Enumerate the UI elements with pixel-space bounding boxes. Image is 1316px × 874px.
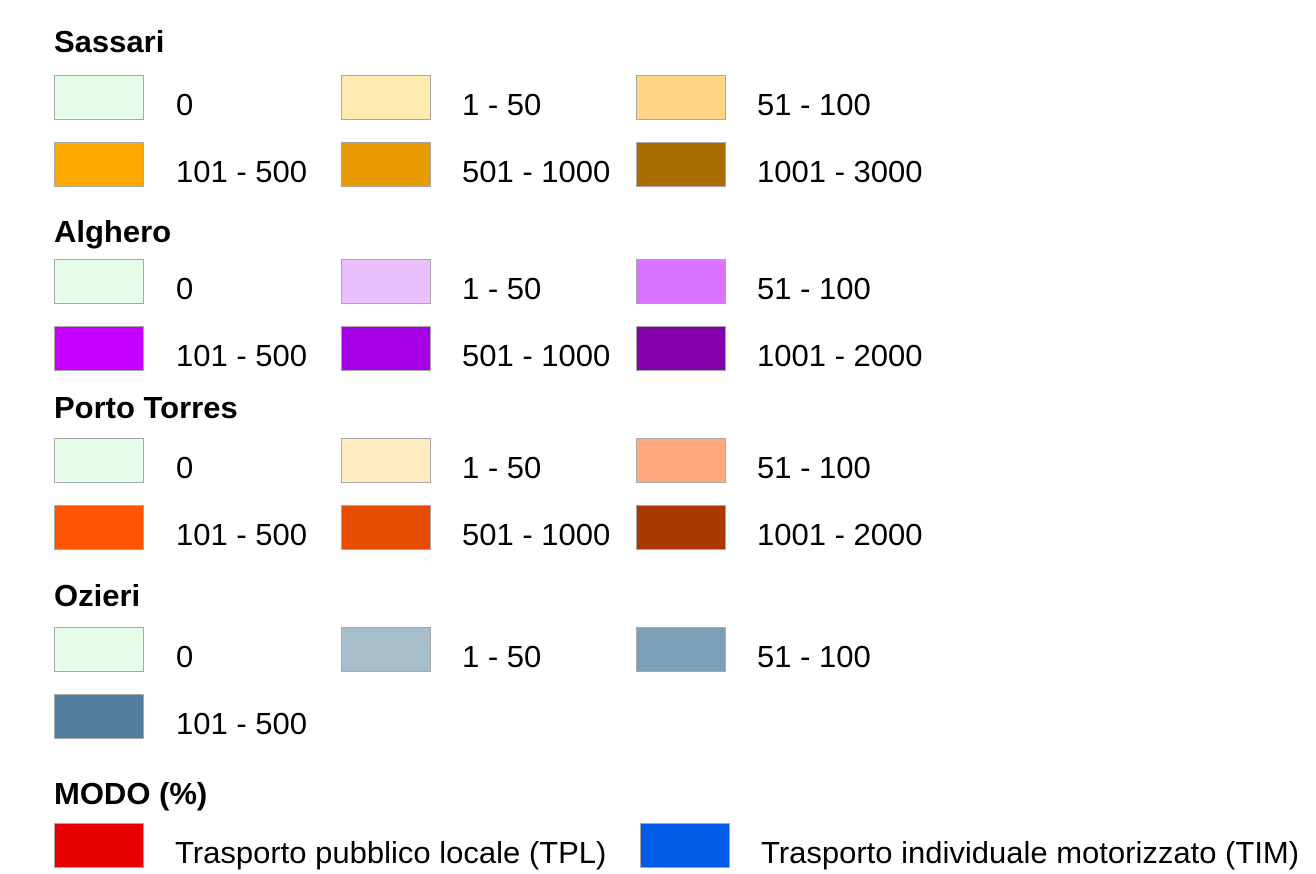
legend-swatch-sassari-5: [636, 142, 726, 187]
legend-label-sassari-2: 51 - 100: [757, 87, 871, 122]
legend-label-porto-torres-0: 0: [176, 450, 194, 485]
legend-heading-alghero: Alghero: [54, 214, 172, 249]
legend-label-ozieri-2: 51 - 100: [757, 639, 871, 674]
legend-swatch-porto-torres-0: [54, 438, 144, 483]
legend-swatch-porto-torres-1: [341, 438, 431, 483]
legend-swatch-sassari-4: [341, 142, 431, 187]
legend-swatch-alghero-4: [341, 326, 431, 371]
legend-swatch-alghero-5: [636, 326, 726, 371]
legend-swatch-ozieri-3: [54, 694, 144, 739]
legend-swatch-sassari-3: [54, 142, 144, 187]
legend-heading-sassari: Sassari: [54, 24, 165, 59]
legend-swatch-ozieri-0: [54, 627, 144, 672]
legend-label-modo-1: Trasporto individuale motorizzato (TIM): [761, 835, 1300, 870]
legend-label-sassari-1: 1 - 50: [462, 87, 542, 122]
legend-label-alghero-0: 0: [176, 271, 194, 306]
legend-label-alghero-1: 1 - 50: [462, 271, 542, 306]
legend-swatch-alghero-3: [54, 326, 144, 371]
legend-swatch-modo-0: [54, 823, 144, 868]
legend-label-porto-torres-4: 501 - 1000: [462, 517, 611, 552]
legend-label-sassari-0: 0: [176, 87, 194, 122]
legend-label-sassari-5: 1001 - 3000: [757, 154, 923, 189]
legend-label-ozieri-3: 101 - 500: [176, 706, 307, 741]
legend-swatch-sassari-1: [341, 75, 431, 120]
legend-label-porto-torres-5: 1001 - 2000: [757, 517, 923, 552]
legend-swatch-ozieri-2: [636, 627, 726, 672]
legend-swatch-porto-torres-5: [636, 505, 726, 550]
legend-label-alghero-2: 51 - 100: [757, 271, 871, 306]
legend-heading-modo: MODO (%): [54, 776, 208, 811]
legend-label-sassari-3: 101 - 500: [176, 154, 307, 189]
legend-swatch-alghero-0: [54, 259, 144, 304]
legend-heading-ozieri: Ozieri: [54, 578, 141, 613]
legend-swatch-modo-1: [640, 823, 730, 868]
legend-label-alghero-4: 501 - 1000: [462, 338, 611, 373]
legend-label-porto-torres-1: 1 - 50: [462, 450, 542, 485]
legend-swatch-alghero-2: [636, 259, 726, 304]
legend-label-alghero-5: 1001 - 2000: [757, 338, 923, 373]
legend-swatch-sassari-2: [636, 75, 726, 120]
legend-label-porto-torres-3: 101 - 500: [176, 517, 307, 552]
legend-label-alghero-3: 101 - 500: [176, 338, 307, 373]
legend-swatch-sassari-0: [54, 75, 144, 120]
legend-label-ozieri-0: 0: [176, 639, 194, 674]
legend-label-ozieri-1: 1 - 50: [462, 639, 542, 674]
legend-swatch-porto-torres-3: [54, 505, 144, 550]
legend-swatch-ozieri-1: [341, 627, 431, 672]
legend-heading-porto-torres: Porto Torres: [54, 390, 238, 425]
legend-label-modo-0: Trasporto pubblico locale (TPL): [175, 835, 607, 870]
legend-swatch-alghero-1: [341, 259, 431, 304]
legend-label-porto-torres-2: 51 - 100: [757, 450, 871, 485]
legend-label-sassari-4: 501 - 1000: [462, 154, 611, 189]
legend-swatch-porto-torres-2: [636, 438, 726, 483]
legend-swatch-porto-torres-4: [341, 505, 431, 550]
